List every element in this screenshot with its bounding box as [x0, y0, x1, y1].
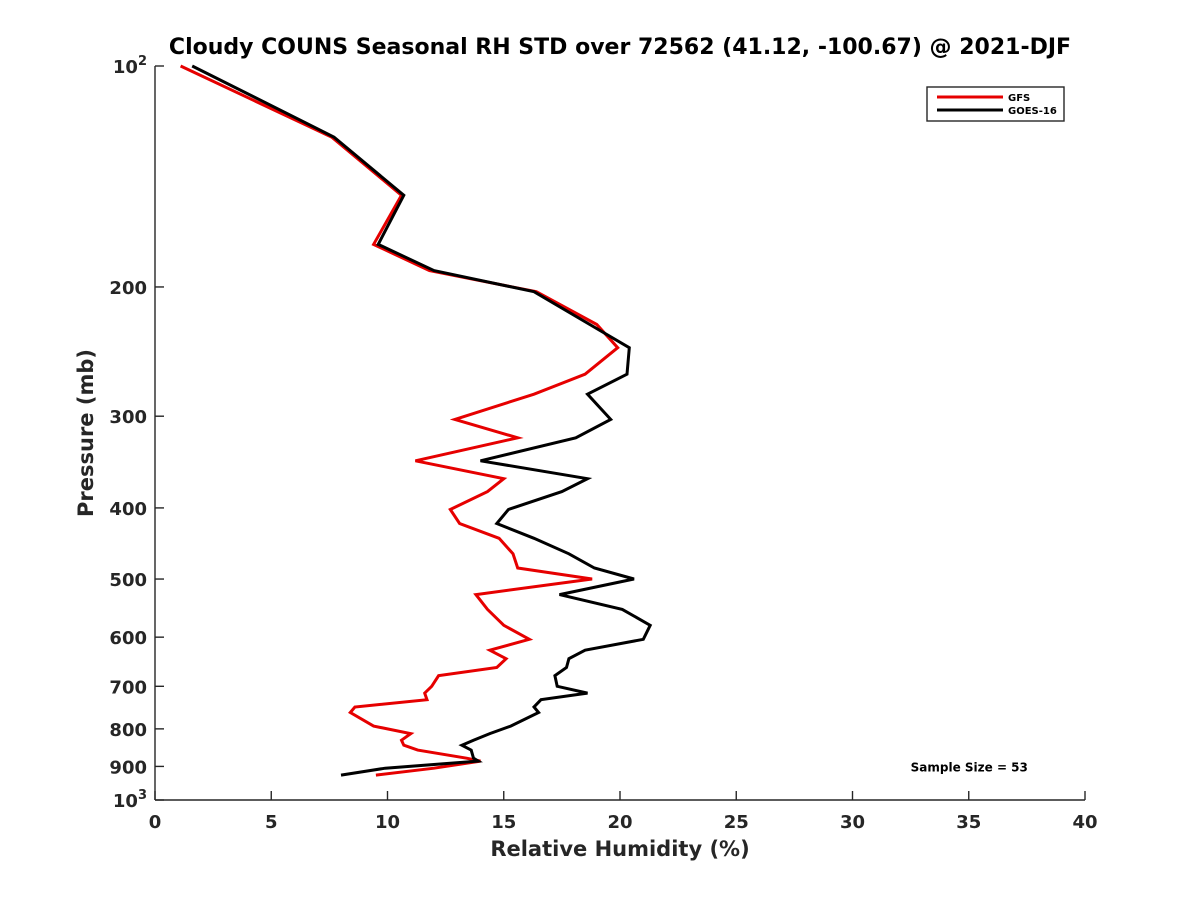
y-tick-label: 600 — [109, 628, 147, 649]
x-tick-label: 20 — [607, 812, 632, 833]
annotations: Sample Size = 53 — [911, 760, 1028, 774]
y-tick-exponent: 3 — [138, 788, 147, 803]
chart-title: Cloudy COUNS Seasonal RH STD over 72562 … — [169, 35, 1071, 60]
y-tick-label: 900 — [109, 757, 147, 778]
x-tick-label: 15 — [491, 812, 516, 833]
legend: GFS GOES-16 — [926, 86, 1065, 122]
x-tick-label: 0 — [149, 812, 162, 833]
sample-size-annotation: Sample Size = 53 — [911, 760, 1028, 774]
legend-label-goes-16: GOES-16 — [1008, 106, 1057, 117]
legend-entries: GFS GOES-16 — [937, 93, 1057, 117]
x-tick-label: 35 — [956, 812, 981, 833]
x-tick-label: 10 — [375, 812, 400, 833]
x-tick-label: 30 — [840, 812, 865, 833]
x-tick-label: 25 — [724, 812, 749, 833]
series-lines — [179, 64, 653, 777]
series-line-gfs — [179, 64, 620, 777]
x-tick-label: 40 — [1072, 812, 1097, 833]
y-axis-label: Pressure (mb) — [74, 349, 98, 517]
y-tick-label: 300 — [109, 407, 147, 428]
x-axis-ticks: 0 5 10 15 20 25 30 35 40 — [149, 791, 1098, 833]
y-tick-exponent: 2 — [138, 54, 147, 69]
x-tick-label: 5 — [265, 812, 278, 833]
y-tick-label: 500 — [109, 570, 147, 591]
series-line-goes-16 — [191, 64, 653, 777]
x-axis-label: Relative Humidity (%) — [490, 837, 749, 861]
y-tick-label: 700 — [109, 677, 147, 698]
y-tick-label: 400 — [109, 499, 147, 520]
y-tick-label: 200 — [109, 278, 147, 299]
y-tick-label: 800 — [109, 720, 147, 741]
legend-label-gfs: GFS — [1008, 93, 1030, 104]
legend-box — [926, 86, 1065, 122]
